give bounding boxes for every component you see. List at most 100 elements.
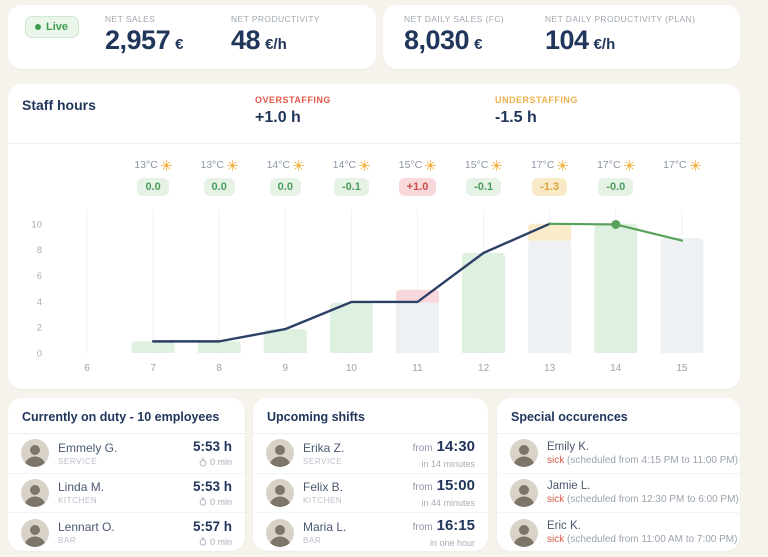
staff-hours-chart[interactable]: 0 2 4 6 8 10 6 7 8 9 10 11 12 13 14 15: [8, 204, 740, 389]
staffing-delta-badge: -0.1: [333, 178, 369, 196]
sun-icon: [557, 159, 569, 171]
kpi-metric-value: 48: [231, 25, 261, 55]
panel-title: Currently on duty - 10 employees: [8, 398, 245, 434]
employee-row[interactable]: Lennart O. BAR 5:57 h 0 min: [8, 513, 245, 553]
avatar: [510, 478, 538, 507]
svg-text:10: 10: [31, 219, 42, 230]
avatar: [510, 439, 538, 468]
break-timer-icon: [199, 537, 207, 546]
from-label: from: [412, 442, 433, 454]
sick-status: sick: [547, 454, 565, 466]
staffing-delta-badge: 0.0: [269, 178, 301, 196]
break-minutes: 0 min: [209, 496, 232, 507]
sick-status: sick: [547, 494, 565, 506]
break-timer-icon: [199, 458, 207, 467]
sun-icon: [227, 159, 238, 171]
panel-title: Upcoming shifts: [253, 398, 488, 434]
svg-text:4: 4: [37, 297, 42, 308]
staffing-delta-badge: -1.3: [532, 178, 568, 196]
kpi-metric: NET DAILY SALES (FC) 8,030 €: [404, 14, 545, 54]
kpi-metric: NET SALES 2,957 €: [105, 14, 231, 54]
shift-row[interactable]: Maria L. BAR from 16:15 in one hour: [253, 513, 488, 553]
svg-text:13: 13: [544, 363, 556, 374]
panel-currently-on-duty: Currently on duty - 10 employees Emmely …: [8, 398, 245, 551]
avatar: [21, 478, 49, 507]
staff-hours-title: Staff hours: [22, 97, 96, 113]
weather-column: 15°C +1.0: [378, 159, 458, 196]
employee-row[interactable]: Emmely G. SERVICE 5:53 h 0 min: [8, 434, 245, 474]
shift-list: Erika Z. SERVICE from 14:30 in 14 minutes…: [253, 434, 488, 553]
staffing-delta-badge: -0.1: [466, 178, 502, 196]
weather-column: 17°C: [642, 159, 722, 171]
staff-hours-card: Staff hours OVERSTAFFING +1.0 h UNDERSTA…: [8, 84, 740, 389]
kpi-metric-unit: €/h: [593, 36, 616, 53]
occurrence-detail: (scheduled from 11:00 AM to 7:00 PM): [567, 534, 738, 546]
occurrence-row[interactable]: Jamie L. sick (scheduled from 12:30 PM t…: [497, 474, 740, 513]
svg-text:8: 8: [216, 363, 222, 374]
svg-text:10: 10: [346, 363, 358, 374]
shift-row[interactable]: Felix B. KITCHEN from 15:00 in 44 minutes: [253, 474, 488, 513]
kpi-metric-label: NET DAILY SALES (FC): [404, 14, 505, 24]
worked-hours: 5:57 h: [192, 518, 232, 534]
kpi-metric-label: NET PRODUCTIVITY: [231, 14, 320, 24]
weather-column: 13°C 0.0: [179, 159, 259, 196]
sun-icon: [293, 159, 304, 171]
weather-column: 17°C -0.0: [576, 159, 656, 196]
break-timer-icon: [199, 497, 207, 506]
weather-column: 14°C -0.1: [311, 159, 391, 196]
shift-eta: in one hour: [429, 538, 475, 549]
temperature-label: 15°C: [398, 159, 423, 171]
staffing-delta-badge: -0.0: [598, 178, 634, 196]
sick-status: sick: [547, 534, 565, 546]
employee-row[interactable]: Linda M. KITCHEN 5:53 h 0 min: [8, 474, 245, 513]
employee-name: Emily K.: [547, 440, 590, 453]
kpi-metric-value: 2,957: [105, 25, 171, 55]
understaffing-label: UNDERSTAFFING: [495, 95, 578, 105]
svg-text:6: 6: [37, 271, 42, 282]
weather-column: 13°C 0.0: [113, 159, 193, 196]
occurrence-row[interactable]: Emily K. sick (scheduled from 4:15 PM to…: [497, 434, 740, 474]
occurrence-list: Emily K. sick (scheduled from 4:15 PM to…: [497, 434, 740, 553]
temperature-label: 15°C: [464, 159, 489, 171]
kpi-metric-value: 8,030: [404, 25, 470, 55]
shift-eta: in 14 minutes: [421, 458, 475, 469]
sun-icon: [161, 159, 172, 171]
svg-text:11: 11: [412, 363, 423, 374]
kpi-metric: NET PRODUCTIVITY 48 €/h: [231, 14, 357, 54]
employee-name: Erika Z.: [303, 440, 345, 455]
live-dot-icon: [35, 24, 41, 30]
break-minutes: 0 min: [209, 536, 232, 547]
avatar: [266, 478, 294, 507]
svg-text:6: 6: [84, 363, 90, 374]
avatar: [266, 439, 294, 468]
shift-row[interactable]: Erika Z. SERVICE from 14:30 in 14 minutes: [253, 434, 488, 474]
live-badge[interactable]: Live: [25, 16, 80, 38]
overstaffing-metric: OVERSTAFFING +1.0 h: [255, 95, 331, 127]
understaffing-metric: UNDERSTAFFING -1.5 h: [495, 95, 578, 127]
shift-start-time: 16:15: [436, 517, 475, 535]
worked-hours: 5:53 h: [192, 439, 232, 455]
temperature-label: 14°C: [332, 159, 357, 171]
employee-role: KITCHEN: [58, 496, 98, 506]
kpi-card-daily: NET DAILY SALES (FC) 8,030 € NET DAILY P…: [383, 5, 740, 69]
occurrence-detail: (scheduled from 4:15 PM to 11:00 PM): [567, 454, 739, 466]
worked-hours: 5:53 h: [192, 478, 232, 494]
occurrence-detail: (scheduled from 12:30 PM to 6:00 PM): [567, 494, 739, 506]
svg-text:8: 8: [37, 245, 42, 256]
staffing-delta-badge: 0.0: [203, 178, 235, 196]
kpi-metric: NET DAILY PRODUCTIVITY (PLAN) 104 €/h: [545, 14, 696, 54]
kpi-metric-unit: €: [175, 36, 184, 53]
temperature-label: 13°C: [134, 159, 158, 171]
avatar: [21, 518, 49, 547]
shift-eta: in 44 minutes: [421, 498, 475, 509]
occurrence-row[interactable]: Eric K. sick (scheduled from 11:00 AM to…: [497, 513, 740, 553]
kpi-metric-label: NET DAILY PRODUCTIVITY (PLAN): [545, 14, 696, 24]
employee-name: Maria L.: [303, 520, 347, 535]
divider: [8, 143, 740, 144]
staffing-delta-badge: 0.0: [137, 178, 169, 196]
sun-icon: [425, 159, 436, 171]
svg-text:12: 12: [478, 363, 490, 374]
svg-text:0: 0: [37, 349, 42, 360]
employee-list: Emmely G. SERVICE 5:53 h 0 min Linda M. …: [8, 434, 245, 553]
svg-text:2: 2: [37, 323, 42, 334]
